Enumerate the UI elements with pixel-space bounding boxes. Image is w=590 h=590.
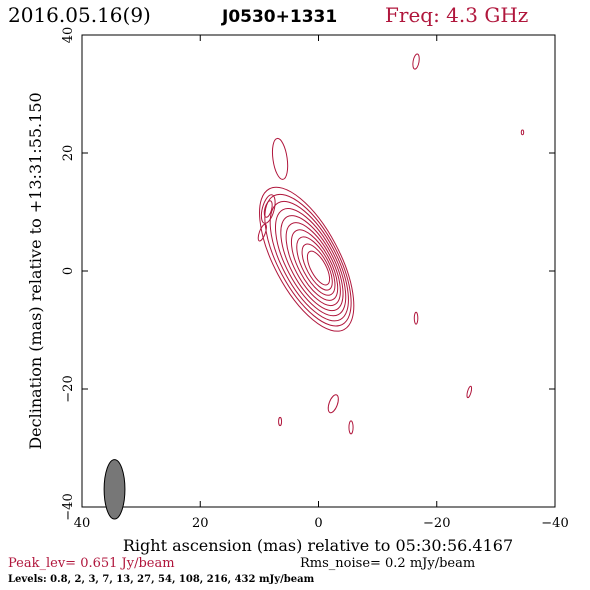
y-tick-label: −40 [61, 493, 76, 520]
contour-line [278, 416, 283, 427]
contour-line [348, 420, 354, 435]
x-tick-label: 20 [192, 516, 209, 531]
contour-line [269, 200, 349, 322]
contour-line [290, 229, 339, 301]
source-name: J0530+1331 [221, 7, 337, 27]
frequency-label: Freq: 4.3 GHz [385, 3, 528, 27]
contour-line [259, 186, 355, 332]
beam-ellipse [103, 459, 126, 520]
beam-layer [103, 459, 126, 520]
contour-line [271, 137, 289, 180]
y-tick-label: −20 [61, 375, 76, 402]
contour-layer [257, 53, 525, 435]
contour-line [285, 222, 341, 306]
rms-noise: Rms_noise= 0.2 mJy/beam [300, 556, 475, 571]
contour-line [306, 250, 331, 286]
contour-line [260, 194, 276, 224]
contour-line [274, 208, 347, 317]
y-axis-label: Declination (mas) relative to +13:31:55.… [26, 92, 45, 449]
peak-level: Peak_lev= 0.651 Jy/beam [8, 556, 175, 571]
x-tick-label: −20 [423, 516, 450, 531]
contour-line [520, 129, 525, 136]
date-label: 2016.05.16(9) [8, 3, 151, 27]
x-tick-label: 40 [74, 516, 91, 531]
y-tick-label: 20 [61, 145, 76, 162]
contour-line [413, 311, 419, 325]
contour-line [301, 243, 333, 291]
contour-line [412, 53, 420, 70]
x-axis-label: Right ascension (mas) relative to 05:30:… [123, 536, 513, 555]
contour-line [296, 236, 336, 296]
x-tick-label: 0 [314, 516, 322, 531]
x-tick-label: −40 [541, 516, 568, 531]
plot-frame [81, 34, 556, 508]
contour-line [466, 385, 473, 399]
y-tick-label: 40 [61, 27, 76, 44]
y-tick-label: 0 [61, 267, 76, 275]
contour-line [280, 215, 344, 312]
levels-list: Levels: 0.8, 2, 3, 7, 13, 27, 54, 108, 2… [8, 574, 315, 585]
contour-line [263, 200, 273, 218]
contour-line [327, 394, 339, 414]
contour-line [257, 223, 267, 242]
axis-ticks: 40 20 0 −20 −40 −40 −20 0 20 40 [61, 27, 569, 531]
